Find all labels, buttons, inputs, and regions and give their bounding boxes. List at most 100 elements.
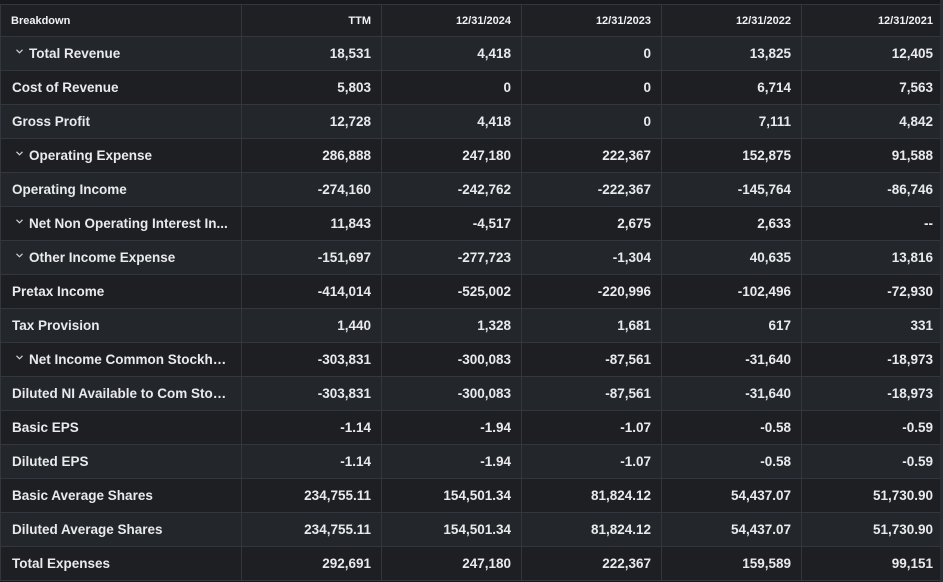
value-cell: 0 bbox=[521, 104, 662, 139]
value-cell: 51,730.90 bbox=[801, 512, 943, 547]
value-cell: -1.07 bbox=[521, 444, 662, 479]
value-cell: -18,973 bbox=[801, 342, 943, 377]
row-label-cell: Operating Income bbox=[0, 172, 242, 207]
row-label: Basic Average Shares bbox=[12, 488, 153, 503]
row-label-cell[interactable]: Net Non Operating Interest In... bbox=[0, 206, 242, 241]
value-cell: 54,437.07 bbox=[661, 512, 802, 547]
row-label: Other Income Expense bbox=[29, 250, 176, 265]
row-label: Cost of Revenue bbox=[12, 80, 119, 95]
value-cell: 40,635 bbox=[661, 240, 802, 275]
value-cell: -525,002 bbox=[381, 274, 522, 309]
value-cell: -414,014 bbox=[241, 274, 382, 309]
row-label: Basic EPS bbox=[12, 420, 79, 435]
row-label: Gross Profit bbox=[12, 114, 91, 129]
value-cell: 51,730.90 bbox=[801, 478, 943, 513]
value-cell: -1.14 bbox=[241, 410, 382, 445]
row-label: Pretax Income bbox=[12, 284, 105, 299]
value-cell: -1.14 bbox=[241, 444, 382, 479]
value-cell: -4,517 bbox=[381, 206, 522, 241]
value-cell: 5,803 bbox=[241, 70, 382, 105]
value-cell: 4,418 bbox=[381, 104, 522, 139]
chevron-down-icon[interactable] bbox=[16, 253, 23, 260]
value-cell: -0.59 bbox=[801, 410, 943, 445]
row-label-cell[interactable]: Operating Expense bbox=[0, 138, 242, 173]
row-label-cell[interactable]: Total Revenue bbox=[0, 36, 242, 71]
value-cell: -151,697 bbox=[241, 240, 382, 275]
row-label-cell: Basic EPS bbox=[0, 410, 242, 445]
value-cell: 81,824.12 bbox=[521, 512, 662, 547]
chevron-down-icon[interactable] bbox=[16, 219, 23, 226]
value-cell: -300,083 bbox=[381, 342, 522, 377]
table-row: Tax Provision 1,440 1,328 1,681 617 331 bbox=[0, 308, 943, 343]
value-cell: -274,160 bbox=[241, 172, 382, 207]
column-header-2021: 12/31/2021 bbox=[801, 4, 943, 37]
chevron-down-icon[interactable] bbox=[16, 151, 23, 158]
row-label-cell[interactable]: Net Income Common Stockho... bbox=[0, 342, 242, 377]
value-cell: 12,405 bbox=[801, 36, 943, 71]
row-label: Total Revenue bbox=[29, 46, 121, 61]
value-cell: 331 bbox=[801, 308, 943, 343]
value-cell: 234,755.11 bbox=[241, 478, 382, 513]
row-label: Diluted NI Available to Com Stoc... bbox=[12, 386, 232, 401]
value-cell: -18,973 bbox=[801, 376, 943, 411]
row-label-cell: Basic Average Shares bbox=[0, 478, 242, 513]
value-cell: -1.07 bbox=[521, 410, 662, 445]
row-label: Diluted Average Shares bbox=[12, 522, 163, 537]
column-header-2023: 12/31/2023 bbox=[521, 4, 662, 37]
income-statement-table: Breakdown TTM 12/31/2024 12/31/2023 12/3… bbox=[0, 4, 943, 581]
row-label-cell: Tax Provision bbox=[0, 308, 242, 343]
value-cell: 18,531 bbox=[241, 36, 382, 71]
value-cell: 1,440 bbox=[241, 308, 382, 343]
table-row: Net Income Common Stockho... -303,831 -300… bbox=[0, 342, 943, 377]
value-cell: 7,111 bbox=[661, 104, 802, 139]
value-cell: 12,728 bbox=[241, 104, 382, 139]
row-label-cell: Total Expenses bbox=[0, 546, 242, 581]
table-row: Diluted NI Available to Com Stoc... -303,… bbox=[0, 376, 943, 411]
table-row: Total Revenue 18,531 4,418 0 13,825 12,405 bbox=[0, 36, 943, 71]
chevron-down-icon[interactable] bbox=[16, 49, 23, 56]
value-cell: -1,304 bbox=[521, 240, 662, 275]
value-cell: -31,640 bbox=[661, 342, 802, 377]
value-cell: -0.58 bbox=[661, 444, 802, 479]
value-cell: 2,675 bbox=[521, 206, 662, 241]
value-cell: 0 bbox=[521, 70, 662, 105]
value-cell: 154,501.34 bbox=[381, 512, 522, 547]
row-label: Operating Income bbox=[12, 182, 127, 197]
value-cell: 2,633 bbox=[661, 206, 802, 241]
chevron-down-icon[interactable] bbox=[16, 355, 23, 362]
row-label: Net Non Operating Interest In... bbox=[29, 216, 228, 231]
value-cell: 7,563 bbox=[801, 70, 943, 105]
row-label-cell: Gross Profit bbox=[0, 104, 242, 139]
value-cell: -220,996 bbox=[521, 274, 662, 309]
row-label-cell: Pretax Income bbox=[0, 274, 242, 309]
value-cell: -31,640 bbox=[661, 376, 802, 411]
value-cell: -222,367 bbox=[521, 172, 662, 207]
row-label-cell[interactable]: Other Income Expense bbox=[0, 240, 242, 275]
row-label: Total Expenses bbox=[12, 556, 111, 571]
value-cell: 4,418 bbox=[381, 36, 522, 71]
table-row: Net Non Operating Interest In... 11,843 -4… bbox=[0, 206, 943, 241]
table-row: Operating Income -274,160 -242,762 -222,367… bbox=[0, 172, 943, 207]
value-cell: -72,930 bbox=[801, 274, 943, 309]
value-cell: -87,561 bbox=[521, 342, 662, 377]
table-row: Basic Average Shares 234,755.11 154,501.34… bbox=[0, 478, 943, 513]
value-cell: 1,681 bbox=[521, 308, 662, 343]
value-cell: 292,691 bbox=[241, 546, 382, 581]
value-cell: -86,746 bbox=[801, 172, 943, 207]
value-cell: 11,843 bbox=[241, 206, 382, 241]
table-row: Gross Profit 12,728 4,418 0 7,111 4,842 bbox=[0, 104, 943, 139]
table-row: Pretax Income -414,014 -525,002 -220,996 -10… bbox=[0, 274, 943, 309]
value-cell: 91,588 bbox=[801, 138, 943, 173]
value-cell: 99,151 bbox=[801, 546, 943, 581]
value-cell: 247,180 bbox=[381, 546, 522, 581]
table-row: Total Expenses 292,691 247,180 222,367 159,5… bbox=[0, 546, 943, 581]
table-row: Cost of Revenue 5,803 0 0 6,714 7,563 bbox=[0, 70, 943, 105]
value-cell: 617 bbox=[661, 308, 802, 343]
value-cell: -0.59 bbox=[801, 444, 943, 479]
value-cell: -0.58 bbox=[661, 410, 802, 445]
row-label-cell: Diluted EPS bbox=[0, 444, 242, 479]
value-cell: 4,842 bbox=[801, 104, 943, 139]
table-row: Operating Expense 286,888 247,180 222,367 15… bbox=[0, 138, 943, 173]
value-cell: 6,714 bbox=[661, 70, 802, 105]
header-row: Breakdown TTM 12/31/2024 12/31/2023 12/3… bbox=[0, 4, 943, 37]
